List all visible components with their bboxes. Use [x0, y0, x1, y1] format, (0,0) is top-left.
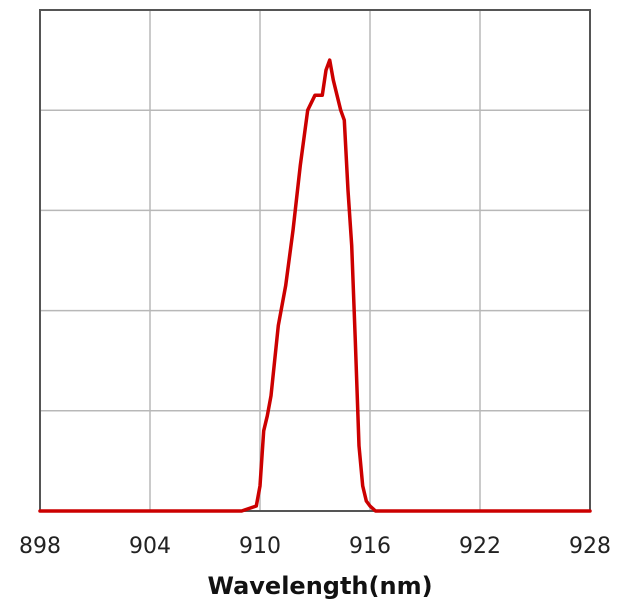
- x-axis: 898 904 910 916 922 928: [19, 534, 611, 559]
- x-tick-label: 904: [129, 534, 171, 559]
- x-axis-title: Wavelength(nm): [207, 572, 432, 600]
- x-tick-label: 916: [349, 534, 391, 559]
- series-layer: [38, 58, 592, 513]
- plot-area-frame: [39, 9, 591, 512]
- grid: [40, 10, 590, 511]
- x-tick-label: 928: [569, 534, 611, 559]
- x-tick-label: 898: [19, 534, 61, 559]
- series-line: [38, 58, 592, 513]
- x-tick-label: 910: [239, 534, 281, 559]
- x-tick-label: 922: [459, 534, 501, 559]
